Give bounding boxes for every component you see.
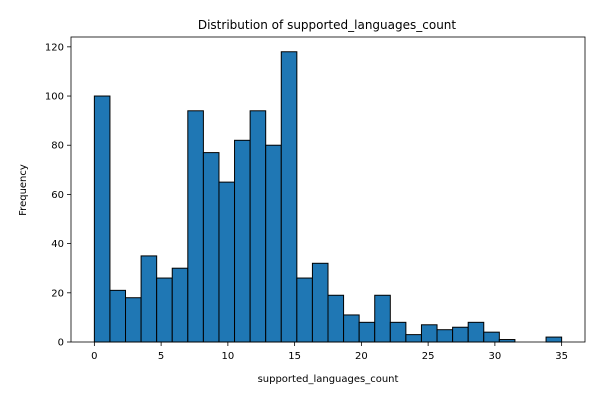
histogram-bar xyxy=(389,321,407,343)
histogram-bar xyxy=(452,326,469,343)
histogram-bar xyxy=(436,329,454,343)
histogram-bar xyxy=(483,331,500,343)
x-axis-ticks: 0 5 10 15 20 25 30 35 xyxy=(91,342,568,362)
histogram-bar xyxy=(358,321,376,343)
histogram-bar xyxy=(202,152,220,343)
y-axis-label: Frequency xyxy=(18,164,29,216)
histogram-bar xyxy=(296,277,313,343)
histogram-bar xyxy=(405,334,422,343)
x-tick-label: 0 xyxy=(91,351,97,362)
histogram-bar xyxy=(545,336,563,343)
x-tick-label: 20 xyxy=(355,351,368,362)
x-tick-label: 25 xyxy=(422,351,435,362)
histogram-bar xyxy=(327,294,345,343)
y-tick-label: 120 xyxy=(45,42,64,53)
histogram-bar xyxy=(467,321,485,343)
histogram-bar xyxy=(265,144,282,343)
x-tick-label: 35 xyxy=(555,351,568,362)
histogram-bar xyxy=(249,110,267,343)
plot-frame xyxy=(70,36,586,343)
histogram-bar xyxy=(420,324,438,343)
x-axis-label: supported_languages_count xyxy=(258,374,399,385)
x-tick-label: 15 xyxy=(288,351,301,362)
y-tick-label: 60 xyxy=(51,190,64,201)
y-tick-label: 100 xyxy=(45,92,64,103)
y-tick-label: 0 xyxy=(58,338,64,349)
histogram-bar xyxy=(218,181,236,343)
bars-group xyxy=(93,51,563,343)
y-tick-label: 20 xyxy=(51,288,64,299)
histogram-bar xyxy=(187,110,204,343)
histogram-bar xyxy=(171,267,189,343)
histogram-bar xyxy=(140,255,158,343)
histogram-bar xyxy=(343,314,360,343)
x-tick-label: 10 xyxy=(222,351,235,362)
histogram-bar xyxy=(125,297,142,343)
chart-title: Distribution of supported_languages_coun… xyxy=(198,18,457,32)
histogram-bar xyxy=(93,95,111,343)
y-tick-label: 40 xyxy=(51,239,64,250)
y-tick-label: 80 xyxy=(51,141,64,152)
histogram-bar xyxy=(374,294,391,343)
histogram-bar xyxy=(109,289,127,343)
histogram-bar xyxy=(280,51,298,343)
x-tick-label: 30 xyxy=(489,351,502,362)
x-tick-label: 5 xyxy=(158,351,164,362)
histogram-bar xyxy=(234,139,251,343)
histogram-bar xyxy=(311,262,329,343)
histogram-bar xyxy=(156,277,173,343)
y-axis-ticks: 0 20 40 60 80 100 120 xyxy=(45,42,71,349)
